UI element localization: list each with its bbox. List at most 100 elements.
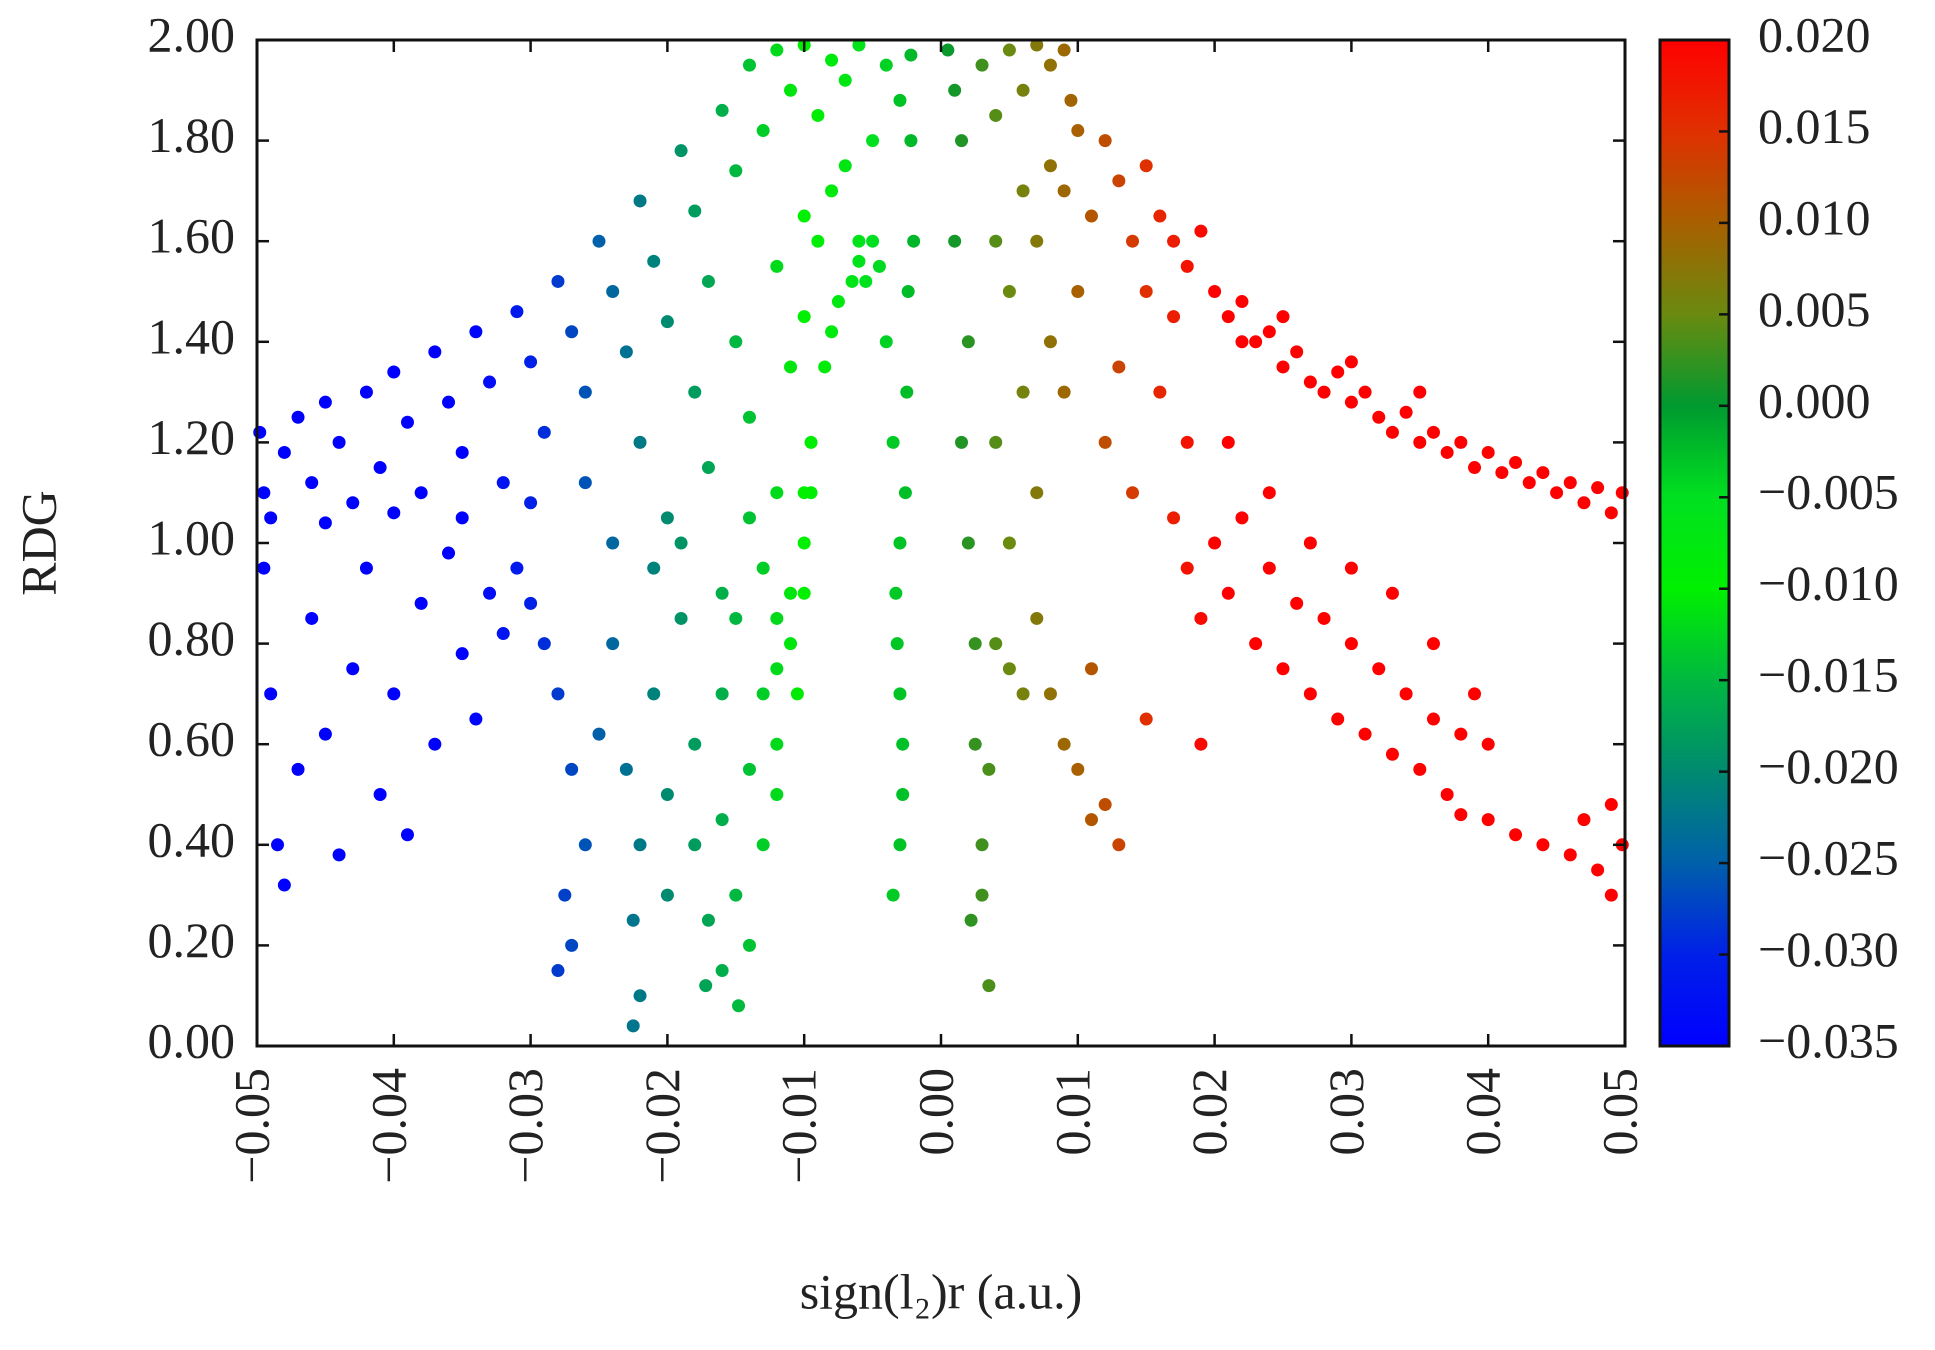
point bbox=[866, 234, 880, 248]
point bbox=[968, 637, 982, 651]
point bbox=[742, 762, 756, 776]
point bbox=[483, 375, 497, 389]
point bbox=[1509, 828, 1523, 842]
point bbox=[729, 611, 743, 625]
point bbox=[1413, 435, 1427, 449]
x-tick-label: 0.04 bbox=[1455, 1068, 1511, 1156]
point bbox=[1276, 360, 1290, 374]
point bbox=[1454, 435, 1468, 449]
point bbox=[1126, 234, 1140, 248]
point bbox=[688, 737, 702, 751]
point bbox=[1399, 687, 1413, 701]
point bbox=[825, 325, 839, 339]
colorbar-tick-label: −0.005 bbox=[1758, 464, 1899, 520]
point bbox=[756, 687, 770, 701]
point bbox=[1481, 737, 1495, 751]
point bbox=[845, 274, 859, 288]
point bbox=[619, 762, 633, 776]
point bbox=[1030, 38, 1044, 52]
point bbox=[633, 194, 647, 208]
point bbox=[1235, 511, 1249, 525]
y-tick-label: 1.00 bbox=[148, 509, 236, 565]
colorbar-tick-label: −0.010 bbox=[1758, 555, 1899, 611]
point bbox=[1167, 310, 1181, 324]
point bbox=[770, 43, 784, 57]
point bbox=[1468, 687, 1482, 701]
point bbox=[742, 410, 756, 424]
point bbox=[633, 838, 647, 852]
point bbox=[1112, 838, 1126, 852]
point bbox=[318, 727, 332, 741]
point bbox=[414, 596, 428, 610]
point bbox=[818, 360, 832, 374]
point bbox=[1385, 747, 1399, 761]
point bbox=[578, 385, 592, 399]
point bbox=[893, 838, 907, 852]
point bbox=[1126, 486, 1140, 500]
point bbox=[606, 536, 620, 550]
point bbox=[886, 435, 900, 449]
point bbox=[770, 611, 784, 625]
point bbox=[660, 788, 674, 801]
y-tick-label: 0.00 bbox=[148, 1012, 236, 1068]
point bbox=[578, 476, 592, 490]
point bbox=[811, 234, 825, 248]
point bbox=[551, 964, 565, 978]
point bbox=[387, 687, 401, 701]
point bbox=[688, 385, 702, 399]
point bbox=[941, 43, 955, 57]
point bbox=[770, 737, 784, 751]
point bbox=[469, 325, 483, 339]
point bbox=[701, 913, 715, 927]
point bbox=[715, 103, 729, 117]
y-tick-label: 1.80 bbox=[148, 107, 236, 163]
point bbox=[1413, 762, 1427, 776]
point bbox=[784, 360, 798, 374]
point bbox=[1002, 536, 1016, 550]
x-tick-label: −0.01 bbox=[771, 1068, 827, 1184]
plot-frame bbox=[255, 38, 1627, 1048]
point bbox=[1262, 486, 1276, 500]
point bbox=[742, 58, 756, 72]
point bbox=[831, 295, 845, 309]
point bbox=[1331, 712, 1345, 726]
x-tick-label: −0.05 bbox=[223, 1068, 279, 1184]
point bbox=[647, 561, 661, 575]
point bbox=[1112, 174, 1126, 188]
point bbox=[257, 561, 271, 575]
point bbox=[1249, 637, 1263, 651]
point bbox=[955, 134, 969, 148]
point bbox=[647, 687, 661, 701]
point bbox=[524, 496, 538, 510]
point bbox=[1262, 561, 1276, 575]
point bbox=[1454, 808, 1468, 822]
y-tick-label: 0.60 bbox=[148, 711, 236, 767]
point bbox=[770, 486, 784, 500]
point bbox=[305, 611, 319, 625]
point bbox=[1563, 848, 1577, 862]
point bbox=[701, 274, 715, 288]
point bbox=[1208, 536, 1222, 550]
point bbox=[1317, 385, 1331, 399]
point bbox=[565, 325, 579, 339]
point bbox=[825, 184, 839, 198]
point bbox=[900, 385, 914, 399]
point bbox=[797, 586, 811, 600]
point bbox=[852, 254, 866, 268]
point bbox=[455, 647, 469, 661]
y-tick-label: 1.20 bbox=[148, 409, 236, 465]
point bbox=[1153, 385, 1167, 399]
point bbox=[1372, 410, 1386, 424]
point bbox=[852, 234, 866, 248]
point bbox=[1615, 486, 1629, 500]
point bbox=[592, 727, 606, 741]
point bbox=[1303, 375, 1317, 389]
point bbox=[1331, 365, 1345, 379]
point bbox=[1084, 813, 1098, 827]
point bbox=[797, 209, 811, 223]
point bbox=[1426, 712, 1440, 726]
point bbox=[1468, 461, 1482, 475]
point bbox=[537, 425, 551, 439]
point bbox=[866, 134, 880, 148]
